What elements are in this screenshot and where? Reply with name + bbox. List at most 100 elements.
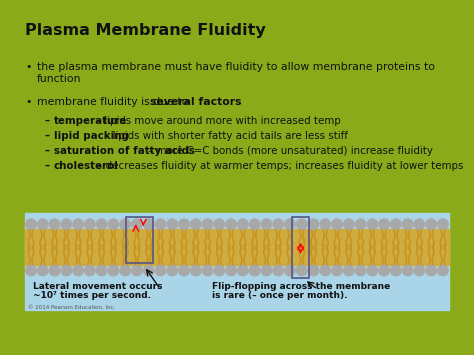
Circle shape bbox=[214, 219, 225, 229]
Text: ~10⁷ times per second.: ~10⁷ times per second. bbox=[33, 291, 151, 300]
Circle shape bbox=[179, 219, 189, 229]
Circle shape bbox=[85, 219, 95, 229]
Bar bbox=[25, 213, 449, 310]
Circle shape bbox=[108, 265, 118, 276]
Circle shape bbox=[237, 265, 248, 276]
Text: function: function bbox=[36, 74, 81, 84]
Circle shape bbox=[37, 265, 48, 276]
Text: •: • bbox=[25, 62, 32, 72]
Circle shape bbox=[73, 265, 83, 276]
Circle shape bbox=[237, 219, 248, 229]
Bar bbox=[292, 217, 309, 278]
Circle shape bbox=[120, 219, 130, 229]
Circle shape bbox=[356, 265, 366, 276]
Circle shape bbox=[96, 219, 107, 229]
Circle shape bbox=[426, 219, 437, 229]
Circle shape bbox=[214, 265, 225, 276]
Circle shape bbox=[379, 219, 389, 229]
Text: temperature: temperature bbox=[54, 116, 127, 126]
Circle shape bbox=[144, 219, 154, 229]
Circle shape bbox=[308, 219, 319, 229]
Circle shape bbox=[261, 265, 272, 276]
Text: Plasma Membrane Fluidity: Plasma Membrane Fluidity bbox=[25, 23, 266, 38]
Circle shape bbox=[402, 265, 413, 276]
Text: –: – bbox=[44, 161, 49, 171]
Circle shape bbox=[226, 219, 237, 229]
Circle shape bbox=[297, 265, 307, 276]
Circle shape bbox=[144, 265, 154, 276]
Circle shape bbox=[273, 265, 283, 276]
Circle shape bbox=[332, 219, 342, 229]
Text: Lateral movement occurs: Lateral movement occurs bbox=[33, 282, 162, 291]
Text: Flip-flopping across the membrane: Flip-flopping across the membrane bbox=[211, 282, 390, 291]
Text: – lipids with shorter fatty acid tails are less stiff: – lipids with shorter fatty acid tails a… bbox=[101, 131, 348, 141]
Circle shape bbox=[202, 265, 213, 276]
Circle shape bbox=[391, 219, 401, 229]
Circle shape bbox=[426, 265, 437, 276]
Circle shape bbox=[73, 219, 83, 229]
Circle shape bbox=[438, 265, 448, 276]
Circle shape bbox=[61, 219, 72, 229]
Circle shape bbox=[85, 265, 95, 276]
Circle shape bbox=[179, 265, 189, 276]
Circle shape bbox=[226, 265, 237, 276]
Circle shape bbox=[108, 219, 118, 229]
Circle shape bbox=[297, 219, 307, 229]
Text: saturation of fatty acids: saturation of fatty acids bbox=[54, 146, 194, 156]
Circle shape bbox=[249, 265, 260, 276]
Circle shape bbox=[49, 265, 60, 276]
Circle shape bbox=[202, 219, 213, 229]
Circle shape bbox=[344, 265, 354, 276]
Circle shape bbox=[285, 219, 295, 229]
Circle shape bbox=[320, 219, 330, 229]
Bar bbox=[126, 217, 153, 263]
Circle shape bbox=[37, 219, 48, 229]
Circle shape bbox=[273, 219, 283, 229]
Text: –: – bbox=[44, 146, 49, 156]
Bar bbox=[25, 229, 449, 265]
Circle shape bbox=[308, 265, 319, 276]
Text: the plasma membrane must have fluidity to allow membrane proteins to: the plasma membrane must have fluidity t… bbox=[36, 62, 435, 72]
Circle shape bbox=[132, 219, 142, 229]
Circle shape bbox=[414, 265, 425, 276]
Text: is rare (– once per month).: is rare (– once per month). bbox=[211, 291, 347, 300]
Text: membrane fluidity is due to: membrane fluidity is due to bbox=[36, 97, 191, 107]
Circle shape bbox=[332, 265, 342, 276]
Text: several factors: several factors bbox=[150, 97, 242, 107]
Text: – decreases fluidity at warmer temps; increases fluidity at lower temps: – decreases fluidity at warmer temps; in… bbox=[94, 161, 463, 171]
Circle shape bbox=[132, 265, 142, 276]
Circle shape bbox=[356, 219, 366, 229]
Circle shape bbox=[167, 219, 177, 229]
Circle shape bbox=[26, 265, 36, 276]
Text: © 2014 Pearson Education, Inc.: © 2014 Pearson Education, Inc. bbox=[28, 305, 115, 310]
Circle shape bbox=[414, 219, 425, 229]
Circle shape bbox=[320, 265, 330, 276]
Circle shape bbox=[249, 219, 260, 229]
Circle shape bbox=[367, 219, 378, 229]
Text: –: – bbox=[44, 116, 49, 126]
Circle shape bbox=[120, 265, 130, 276]
Text: - lipids move around more with increased temp: - lipids move around more with increased… bbox=[94, 116, 341, 126]
Circle shape bbox=[49, 219, 60, 229]
Circle shape bbox=[191, 265, 201, 276]
Circle shape bbox=[191, 219, 201, 229]
Circle shape bbox=[155, 265, 166, 276]
Circle shape bbox=[26, 219, 36, 229]
Circle shape bbox=[285, 265, 295, 276]
Circle shape bbox=[61, 265, 72, 276]
Text: lipid packing: lipid packing bbox=[54, 131, 128, 141]
Text: –: – bbox=[44, 131, 49, 141]
Circle shape bbox=[402, 219, 413, 229]
Text: •: • bbox=[25, 97, 32, 107]
Text: – more C=C bonds (more unsaturated) increase fluidity: – more C=C bonds (more unsaturated) incr… bbox=[145, 146, 433, 156]
Circle shape bbox=[155, 219, 166, 229]
Circle shape bbox=[167, 265, 177, 276]
Circle shape bbox=[438, 219, 448, 229]
Circle shape bbox=[391, 265, 401, 276]
Text: cholesterol: cholesterol bbox=[54, 161, 118, 171]
Circle shape bbox=[367, 265, 378, 276]
Circle shape bbox=[344, 219, 354, 229]
Circle shape bbox=[261, 219, 272, 229]
Circle shape bbox=[96, 265, 107, 276]
Circle shape bbox=[379, 265, 389, 276]
